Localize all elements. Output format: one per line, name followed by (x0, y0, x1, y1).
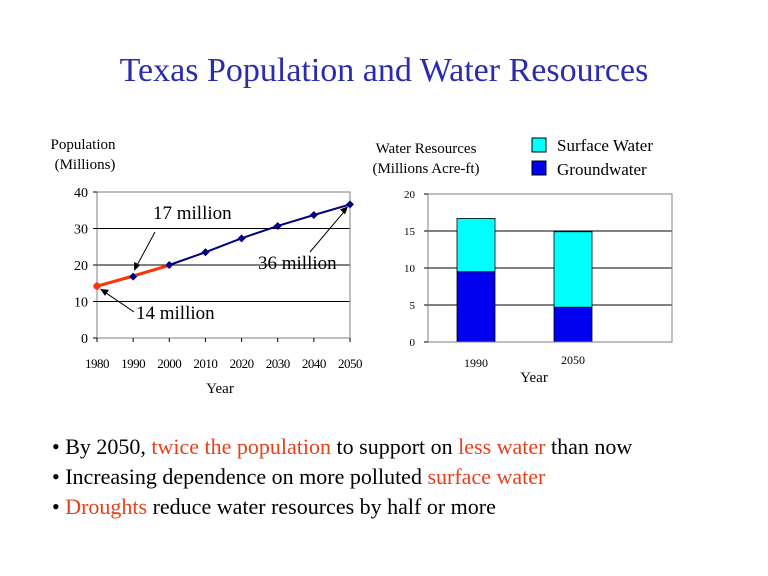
bullet-highlight-text: twice the population (151, 434, 332, 459)
bar-groundwater (553, 306, 593, 343)
bullet-highlight-text: surface water (427, 464, 546, 489)
bullet-text: reduce water resources by half or more (147, 494, 496, 519)
pop-data-point (237, 234, 246, 243)
water-xtick-label: 1990 (464, 356, 488, 370)
bullet-item: • By 2050, twice the population to suppo… (52, 432, 632, 462)
bullet-text: to support on (331, 434, 459, 459)
pop-ylabel-line2: (Millions) (55, 157, 116, 173)
pop-xtick-label: 2030 (266, 356, 290, 371)
legend-swatch-surface (531, 137, 547, 153)
water-xtick-label: 2050 (561, 353, 585, 367)
legend-label-surface: Surface Water (557, 136, 653, 155)
bullet-highlight-text: Droughts (65, 494, 148, 519)
slide-title: Texas Population and Water Resources (119, 52, 649, 89)
pop-ytick-label: 30 (74, 223, 88, 238)
water-ytick-label: 5 (410, 300, 416, 312)
pop-ylabel-line1: Population (50, 137, 116, 153)
annotation-14-arrow (102, 290, 135, 313)
water-ytick-label: 15 (404, 226, 416, 238)
water-ylabel-line1: Water Resources (376, 141, 477, 157)
annotation-17-arrowhead (134, 261, 141, 271)
legend-swatch-ground (531, 160, 547, 176)
water-resources-bar-chart: Water Resources (Millions Acre-ft) 0 5 10 1… (372, 136, 673, 386)
pop-ytick-label: 20 (74, 259, 88, 274)
pop-ytick-label: 40 (74, 186, 88, 201)
water-ylabel-line2: (Millions Acre-ft) (372, 161, 479, 177)
pop-xtick-label: 2050 (338, 356, 362, 371)
bullet-list: • By 2050, twice the population to suppo… (52, 432, 632, 522)
water-ytick-label: 10 (404, 263, 416, 275)
pop-xtick-label: 2040 (302, 356, 326, 371)
pop-historical-point (93, 282, 101, 290)
annotation-36-arrowhead (340, 206, 348, 215)
pop-xtick-label: 1980 (85, 356, 109, 371)
water-ytick-label: 20 (404, 189, 416, 201)
annotation-17-arrow (135, 231, 156, 268)
bullet-text: than now (545, 434, 633, 459)
water-ytick-label: 0 (410, 337, 416, 349)
bar-groundwater (456, 271, 496, 343)
pop-data-point (129, 272, 138, 281)
annotation-36-million: 36 million (258, 253, 337, 274)
pop-xtick-label: 1990 (121, 356, 145, 371)
pop-xlabel: Year (206, 381, 234, 397)
pop-ytick-label: 10 (74, 296, 88, 311)
annotation-36-arrow (309, 209, 347, 253)
bullet-item: • Droughts reduce water resources by hal… (52, 492, 632, 522)
water-xlabel: Year (520, 370, 548, 386)
pop-xtick-label: 2010 (193, 356, 217, 371)
pop-data-point (201, 248, 210, 257)
bar-surface-water (456, 218, 496, 273)
pop-data-point (165, 261, 174, 269)
annotation-14-arrowhead (100, 288, 109, 296)
pop-xtick-label: 2020 (230, 356, 254, 371)
bar-surface-water (553, 231, 593, 308)
pop-ytick-label: 0 (81, 332, 88, 347)
pop-data-point (273, 221, 282, 230)
bullet-text: • (52, 494, 66, 519)
bullet-text: • Increasing dependence on more polluted (52, 464, 428, 489)
pop-xtick-label: 2000 (157, 356, 181, 371)
bullet-text: • By 2050, (52, 434, 152, 459)
bullet-item: • Increasing dependence on more polluted… (52, 462, 632, 492)
bullet-highlight-text: less water (458, 434, 546, 459)
annotation-17-million: 17 million (153, 203, 232, 224)
pop-data-point (309, 210, 318, 219)
legend-label-ground: Groundwater (557, 160, 647, 179)
annotation-14-million: 14 million (136, 303, 215, 324)
